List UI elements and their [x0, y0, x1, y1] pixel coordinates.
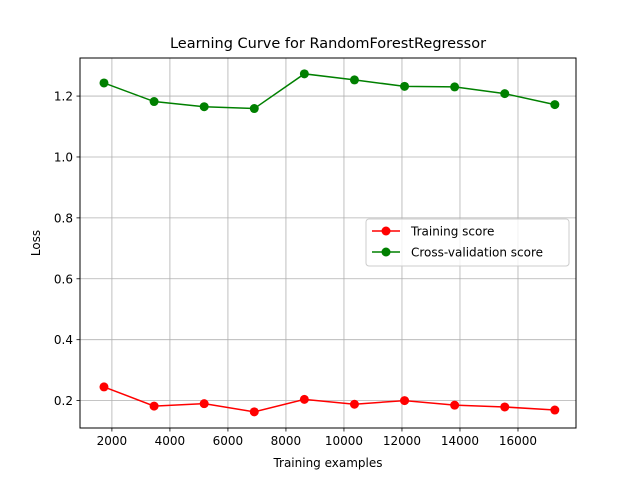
x-tick-label: 6000: [213, 434, 244, 448]
legend-box: [365, 218, 570, 267]
data-point-cross-validation: [299, 69, 309, 79]
plot-frame: [79, 57, 577, 429]
data-point-training: [199, 399, 209, 409]
y-tick-label: 0.6: [54, 272, 73, 286]
data-point-cross-validation: [99, 78, 109, 88]
x-axis-label: Training examples: [272, 456, 382, 470]
series-line-training: [103, 386, 555, 413]
data-point-training: [249, 407, 259, 417]
y-tick-label: 0.8: [54, 211, 73, 225]
data-point-cross-validation: [500, 89, 510, 99]
y-tick-label: 1.2: [54, 90, 73, 104]
data-point-cross-validation: [249, 104, 259, 114]
x-tick-label: 16000: [499, 434, 537, 448]
data-point-cross-validation: [149, 97, 159, 107]
grid: [80, 58, 576, 428]
data-point-training: [299, 394, 309, 404]
data-point-cross-validation: [349, 75, 359, 85]
data-point-cross-validation: [400, 81, 410, 91]
data-point-training: [500, 402, 510, 412]
legend-label-cross-validation: Cross-validation score: [411, 246, 543, 260]
data-point-training: [400, 396, 410, 406]
series-line-cross-validation: [103, 73, 555, 110]
x-tick-label: 8000: [271, 434, 302, 448]
data-point-training: [349, 399, 359, 409]
legend: Training score Cross-validation score: [365, 218, 570, 267]
data-point-cross-validation: [199, 102, 209, 112]
chart-title: Learning Curve for RandomForestRegressor: [170, 36, 486, 52]
y-axis-label: Loss: [29, 230, 43, 256]
y-tick-label: 0.4: [54, 333, 73, 347]
x-tick-label: 10000: [325, 434, 363, 448]
data-point-cross-validation: [450, 82, 460, 92]
y-tick-label: 0.2: [54, 394, 73, 408]
data-point-training: [450, 400, 460, 410]
y-axis-ticks: 0.2 0.4 0.6 0.8 1.0 1.2: [54, 90, 80, 408]
legend-marker-cross-validation: [381, 247, 391, 257]
x-tick-label: 2000: [97, 434, 128, 448]
y-tick-label: 1.0: [54, 150, 73, 164]
legend-marker-training: [381, 226, 391, 236]
x-tick-label: 12000: [383, 434, 421, 448]
data-point-training: [550, 405, 560, 415]
x-axis-ticks: 2000 4000 6000 8000 10000 12000 14000 16000: [97, 428, 537, 448]
data-point-training: [99, 382, 109, 392]
data-point-cross-validation: [550, 100, 560, 110]
plot-series: [99, 69, 560, 417]
x-tick-label: 4000: [155, 434, 186, 448]
data-point-training: [149, 401, 159, 411]
legend-label-training: Training score: [410, 225, 494, 239]
x-tick-label: 14000: [441, 434, 479, 448]
